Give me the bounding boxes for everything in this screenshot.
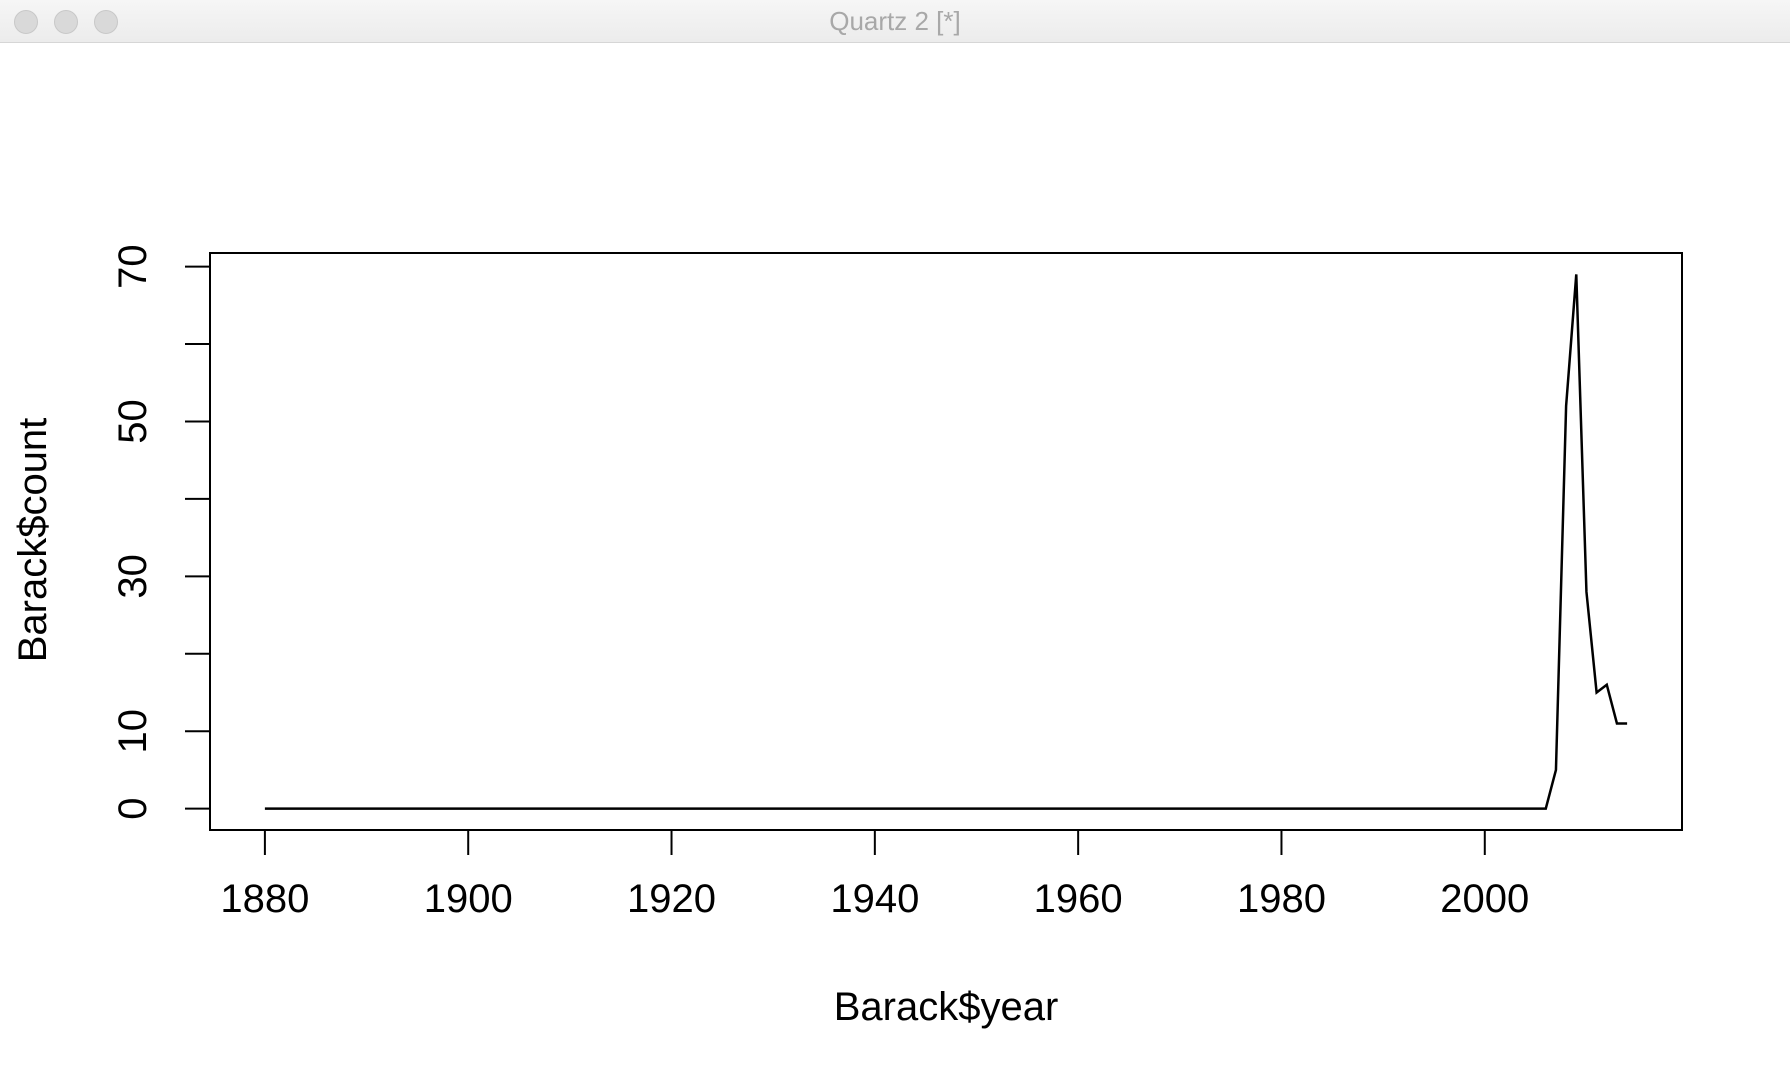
close-window-button[interactable]: [14, 10, 38, 34]
x-tick-label: 1920: [627, 877, 716, 921]
series-layer: [264, 274, 1628, 810]
line-plot: 1880 1900 1920 1940 1960 1980 2000 0 10 30 50 70 B…: [11, 244, 1683, 1029]
window-title: Quartz 2 [*]: [829, 6, 961, 36]
count-series-line: [264, 274, 1628, 810]
x-tick-label: 1880: [220, 877, 309, 921]
y-axis: 0 10 30 50 70: [111, 244, 211, 820]
y-axis-label: Barack$count: [11, 418, 55, 663]
x-tick-label: 1940: [830, 877, 919, 921]
y-tick-label: 0: [111, 798, 155, 820]
zoom-window-button[interactable]: [94, 10, 118, 34]
x-tick-label: 1960: [1034, 877, 1123, 921]
x-axis-label: Barack$year: [834, 985, 1059, 1029]
y-tick-label: 70: [111, 244, 155, 289]
minimize-window-button[interactable]: [54, 10, 78, 34]
x-tick-label: 1900: [424, 877, 513, 921]
x-axis: 1880 1900 1920 1940 1960 1980 2000: [220, 829, 1529, 921]
x-tick-label: 1980: [1237, 877, 1326, 921]
title-bar: Quartz 2 [*]: [0, 0, 1790, 43]
x-tick-label: 2000: [1440, 877, 1529, 921]
plot-box: [209, 252, 1683, 831]
y-tick-label: 50: [111, 399, 155, 444]
y-tick-label: 10: [111, 709, 155, 754]
y-tick-label: 30: [111, 554, 155, 599]
